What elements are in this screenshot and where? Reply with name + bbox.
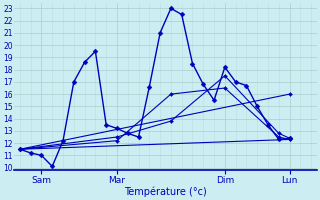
X-axis label: Température (°c): Température (°c) bbox=[124, 186, 207, 197]
